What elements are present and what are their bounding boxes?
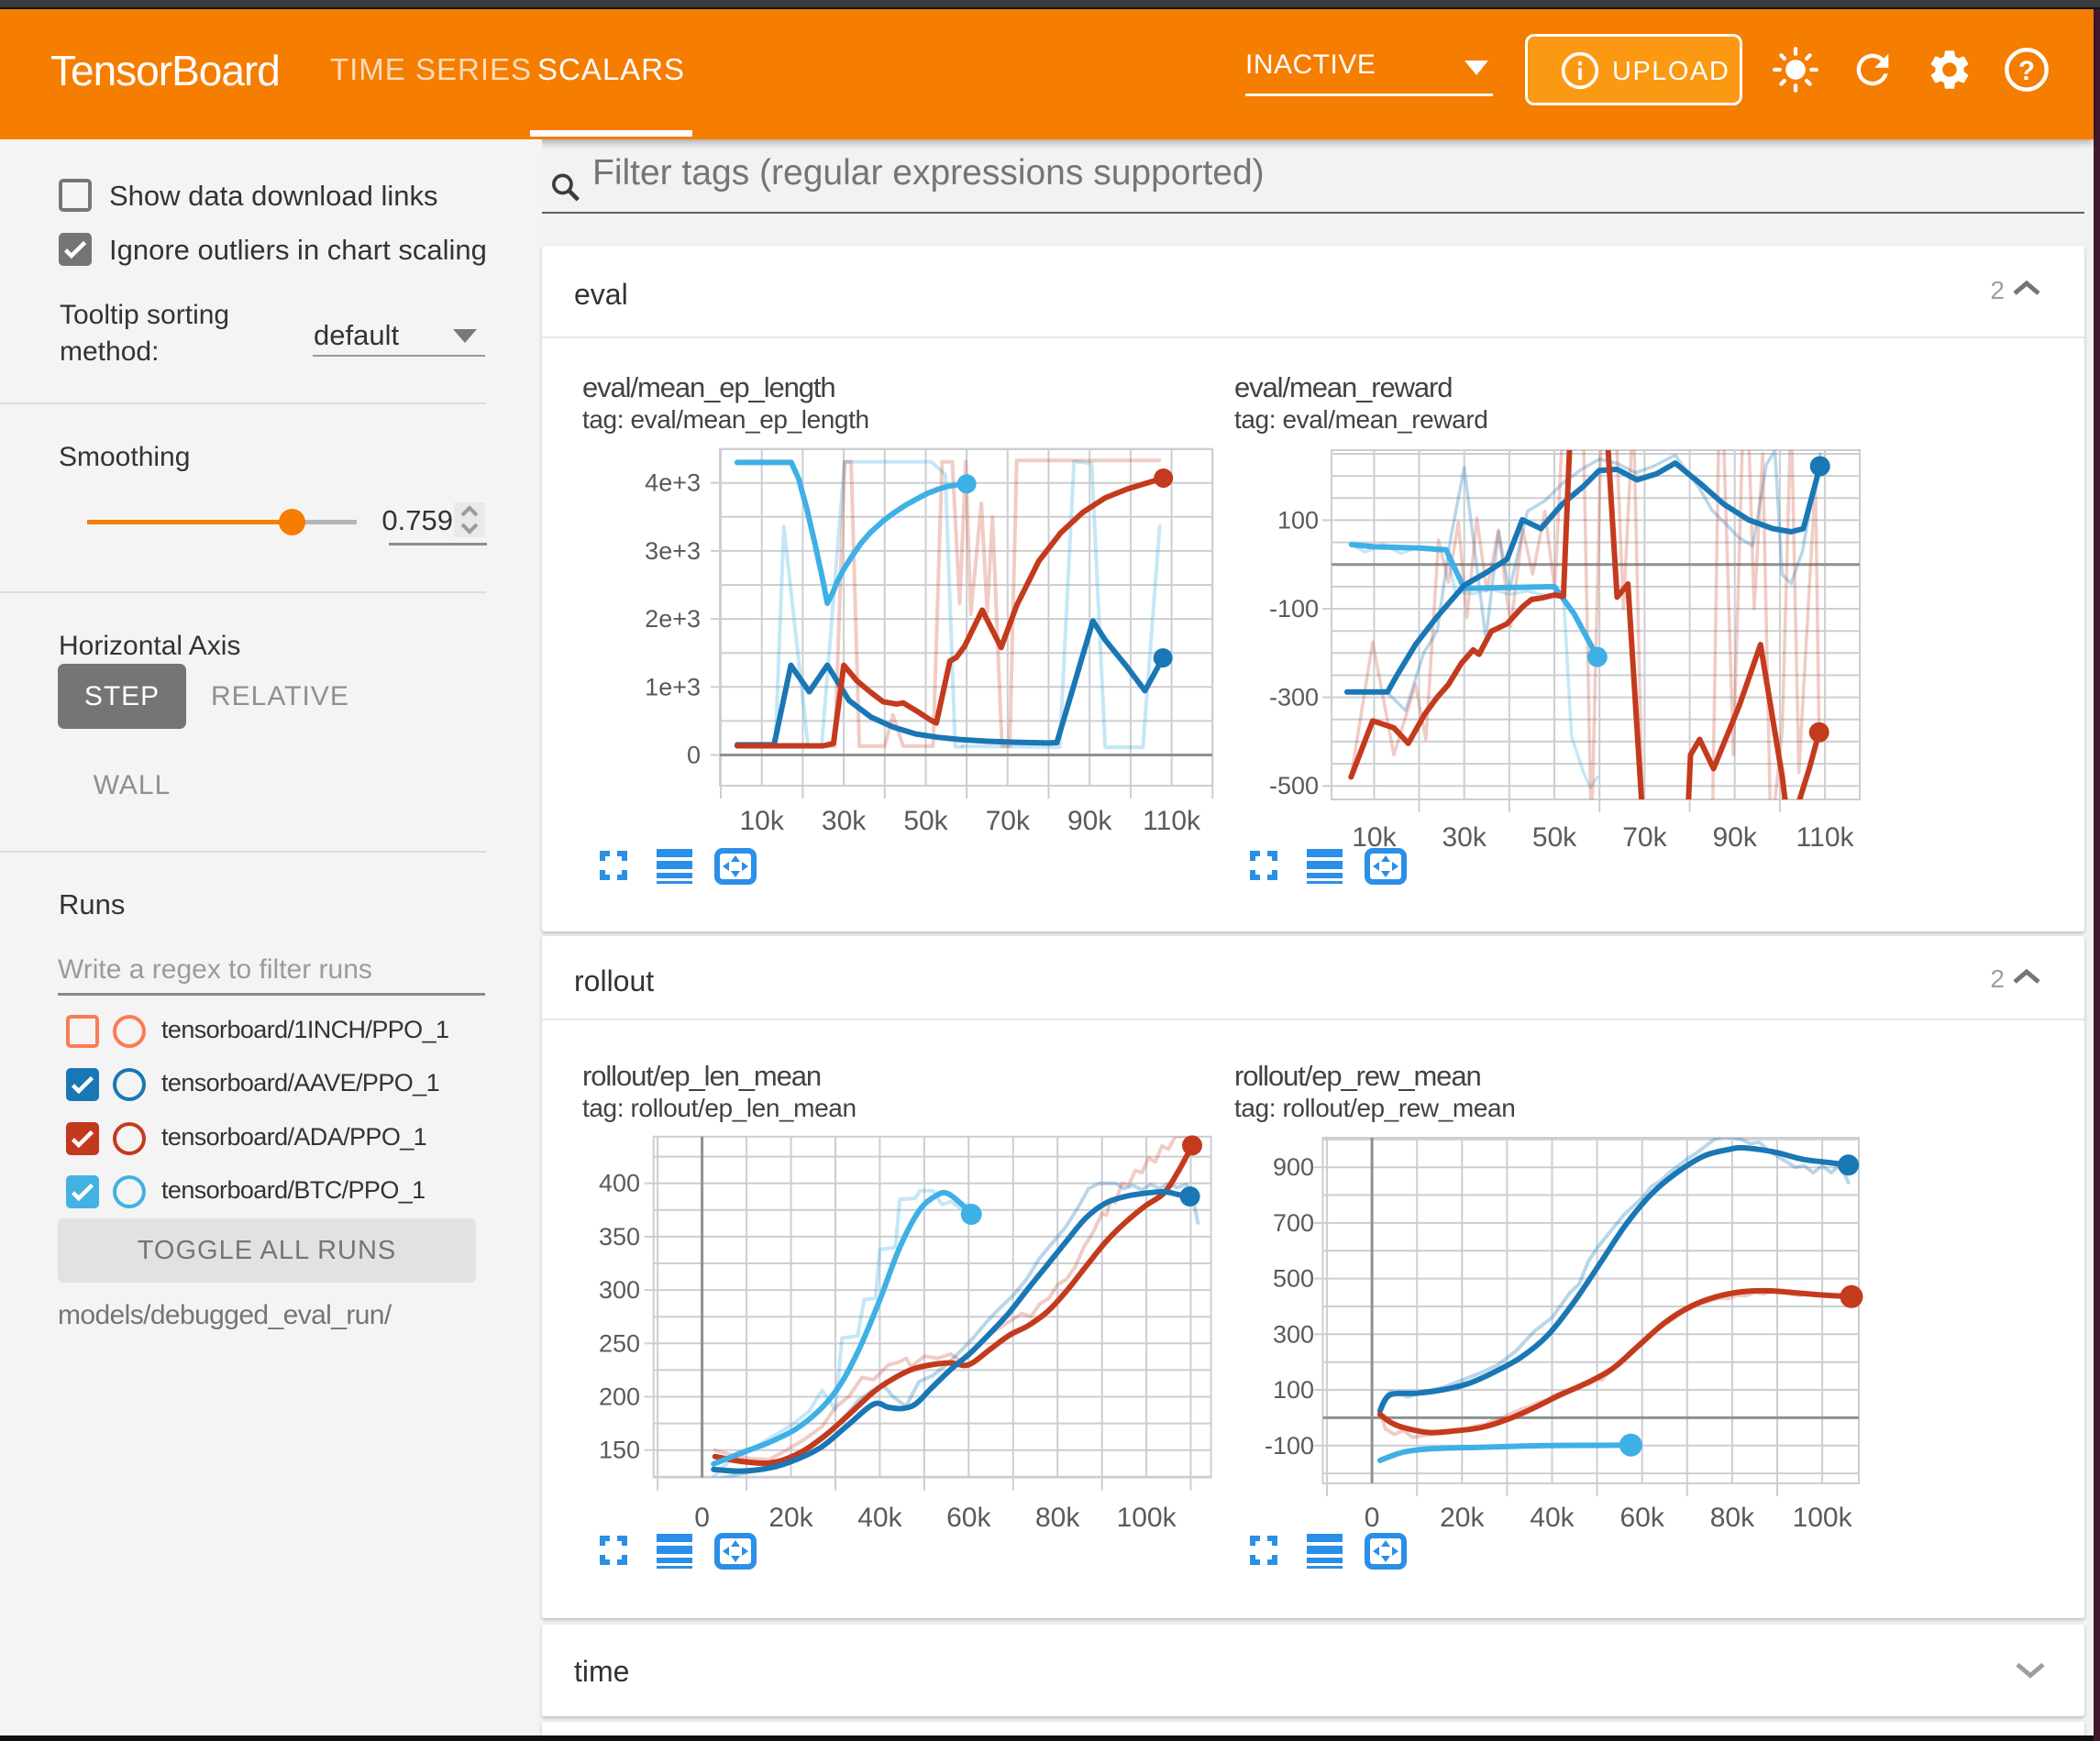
svg-text:-500: -500 — [1269, 772, 1319, 799]
svg-text:50k: 50k — [1532, 822, 1577, 853]
svg-text:70k: 70k — [1622, 822, 1667, 853]
svg-text:110k: 110k — [1143, 806, 1201, 836]
svg-text:30k: 30k — [1442, 822, 1487, 853]
svg-text:60k: 60k — [1620, 1503, 1665, 1533]
svg-text:10k: 10k — [1352, 822, 1397, 853]
svg-text:90k: 90k — [1713, 822, 1758, 853]
svg-text:110k: 110k — [1796, 822, 1855, 853]
svg-text:20k: 20k — [768, 1503, 813, 1533]
svg-text:300: 300 — [599, 1276, 640, 1304]
svg-text:400: 400 — [599, 1170, 640, 1197]
svg-text:1e+3: 1e+3 — [645, 673, 701, 700]
svg-text:500: 500 — [1273, 1265, 1314, 1293]
svg-text:30k: 30k — [822, 806, 867, 836]
svg-text:100k: 100k — [1793, 1503, 1853, 1533]
svg-text:50k: 50k — [903, 806, 948, 836]
svg-text:80k: 80k — [1710, 1503, 1755, 1533]
svg-text:40k: 40k — [1530, 1503, 1575, 1533]
svg-text:700: 700 — [1273, 1209, 1314, 1237]
svg-text:-100: -100 — [1269, 595, 1319, 623]
svg-text:10k: 10k — [740, 806, 785, 836]
svg-text:40k: 40k — [857, 1503, 902, 1533]
svg-text:100: 100 — [1277, 506, 1319, 534]
svg-text:-100: -100 — [1265, 1432, 1314, 1460]
svg-text:60k: 60k — [946, 1503, 991, 1533]
svg-text:0: 0 — [694, 1503, 710, 1533]
svg-text:300: 300 — [1273, 1320, 1314, 1348]
svg-text:-300: -300 — [1269, 684, 1319, 711]
svg-text:0: 0 — [1365, 1503, 1380, 1533]
svg-text:900: 900 — [1273, 1153, 1314, 1181]
svg-text:2e+3: 2e+3 — [645, 605, 701, 633]
svg-text:90k: 90k — [1067, 806, 1112, 836]
svg-text:3e+3: 3e+3 — [645, 537, 701, 565]
svg-text:70k: 70k — [986, 806, 1031, 836]
svg-text:80k: 80k — [1035, 1503, 1080, 1533]
svg-text:350: 350 — [599, 1223, 640, 1251]
svg-text:?: ? — [2018, 57, 2035, 86]
svg-text:250: 250 — [599, 1329, 640, 1357]
svg-text:100k: 100k — [1117, 1503, 1177, 1533]
svg-text:100: 100 — [1273, 1376, 1314, 1404]
svg-text:4e+3: 4e+3 — [645, 469, 701, 497]
svg-text:150: 150 — [599, 1437, 640, 1464]
svg-text:0: 0 — [687, 742, 701, 769]
svg-text:20k: 20k — [1440, 1503, 1485, 1533]
svg-text:200: 200 — [599, 1383, 640, 1411]
